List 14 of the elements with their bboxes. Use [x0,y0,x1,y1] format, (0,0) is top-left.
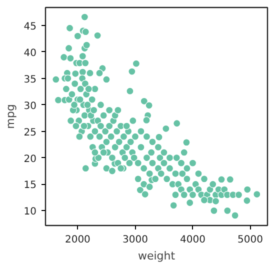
y-axis-title: mpg [4,104,17,129]
y-tick-label: 10 [24,206,37,218]
y-tick-label: 25 [24,127,37,138]
y-tick-label: 40 [24,48,37,59]
x-tick-label: 3000 [122,234,148,246]
y-tick-label: 15 [24,180,37,192]
x-tick-label: 4000 [180,234,206,246]
y-tick-label: 30 [24,100,37,112]
x-axis-title: weight [138,250,176,262]
y-tick-label: 20 [24,154,37,165]
x-tick-label: 5000 [238,234,263,246]
y-tick-label: 45 [24,21,37,32]
x-tick-label: 2000 [64,234,90,246]
y-tick-label: 35 [24,74,37,86]
